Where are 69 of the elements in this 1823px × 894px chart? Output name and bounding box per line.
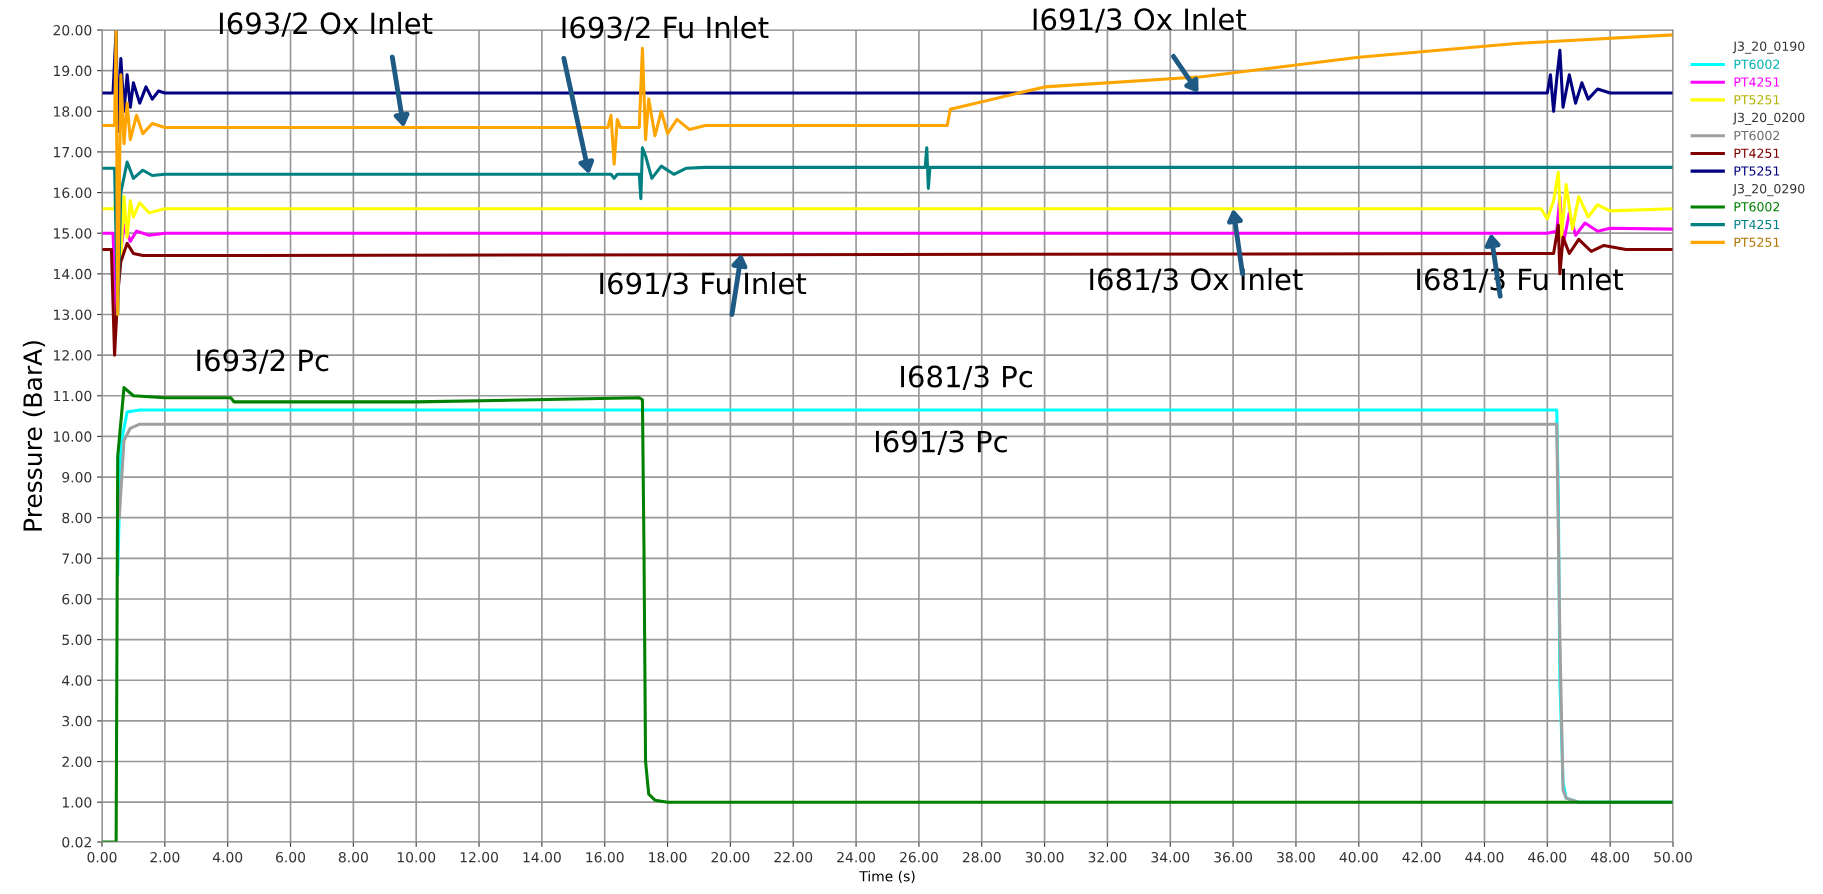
- y-tick-label: 18.00: [54, 106, 92, 117]
- x-tick-label: 50.00: [1654, 851, 1692, 863]
- y-tick-label: 15.00: [54, 228, 92, 239]
- x-tick-label: 18.00: [649, 851, 687, 863]
- annotation: I681/3 Pc: [901, 365, 1033, 390]
- legend-label: PT5251: [1734, 166, 1780, 176]
- x-tick-label: 0.00: [87, 851, 117, 863]
- y-axis-title: Pressure (BarA): [22, 341, 46, 531]
- annotation: I691/3 Ox Inlet: [1033, 7, 1247, 33]
- y-tick-label: 19.00: [54, 65, 92, 77]
- y-tick-label: 7.00: [62, 553, 92, 564]
- y-tick-label: 6.00: [62, 593, 92, 605]
- legend-label: PT4251: [1734, 77, 1780, 87]
- y-tick-label: 16.00: [54, 187, 92, 199]
- annotation: I691/3 Fu Inlet: [600, 271, 807, 297]
- y-tick-label: 3.00: [62, 715, 92, 727]
- annotation: I691/3 Pc: [876, 430, 1007, 455]
- y-tick-label: 9.00: [62, 472, 92, 483]
- legend-label: PT4251: [1734, 148, 1780, 158]
- y-tick-label: 0.02: [62, 836, 91, 848]
- legend-label: PT6002: [1734, 202, 1780, 212]
- y-tick-label: 11.00: [54, 390, 92, 402]
- x-tick-label: 36.00: [1214, 851, 1253, 863]
- x-tick-label: 22.00: [774, 851, 813, 863]
- text: J3_20_0200: [1732, 112, 1805, 125]
- legend-label: PT5251: [1734, 237, 1780, 247]
- legend-label: PT4251: [1734, 219, 1780, 230]
- x-tick-label: 30.00: [1025, 851, 1064, 863]
- y-tick-label: 13.00: [54, 309, 92, 320]
- x-tick-label: 34.00: [1151, 851, 1190, 863]
- y-tick-label: 8.00: [62, 512, 92, 524]
- x-tick-label: 20.00: [711, 851, 750, 863]
- y-tick-label: 14.00: [54, 268, 92, 280]
- x-axis-title: Time (s): [859, 870, 915, 884]
- x-tick-label: 12.00: [460, 851, 498, 863]
- annotation: I693/2 Pc: [197, 349, 329, 374]
- x-tick-label: 16.00: [586, 851, 624, 863]
- y-tick-label: 5.00: [62, 634, 92, 646]
- legend-label: PT5251: [1734, 94, 1780, 105]
- x-tick-label: 14.00: [523, 851, 561, 863]
- x-tick-label: 46.00: [1528, 851, 1567, 863]
- y-tick-label: 4.00: [62, 675, 92, 686]
- x-tick-label: 28.00: [962, 851, 1001, 863]
- y-tick-label: 17.00: [54, 146, 92, 158]
- y-tick-label: 10.00: [54, 431, 92, 442]
- x-tick-label: 38.00: [1277, 851, 1315, 863]
- y-tick-label: 1.00: [62, 797, 92, 808]
- x-tick-label: 48.00: [1590, 851, 1630, 863]
- legend-label: PT6002: [1734, 130, 1780, 141]
- annotation: I681/3 Ox Inlet: [1090, 267, 1303, 293]
- x-tick-label: 4.00: [212, 851, 243, 863]
- text: J3_20_0290: [1732, 183, 1805, 197]
- x-tick-label: 10.00: [397, 851, 436, 863]
- x-tick-label: 42.00: [1402, 851, 1441, 863]
- text: J3_20_0190: [1732, 41, 1805, 54]
- y-tick-label: 12.00: [54, 350, 92, 361]
- legend-label: PT6002: [1734, 59, 1780, 69]
- x-tick-label: 8.00: [338, 851, 368, 863]
- x-tick-label: 6.00: [276, 851, 306, 863]
- x-tick-label: 44.00: [1465, 851, 1504, 863]
- x-tick-label: 24.00: [837, 851, 876, 863]
- y-tick-label: 20.00: [53, 24, 92, 36]
- x-tick-label: 26.00: [900, 851, 938, 863]
- x-tick-label: 40.00: [1339, 851, 1378, 863]
- annotation: I693/2 Fu Inlet: [562, 15, 769, 41]
- annotation: I693/2 Ox Inlet: [219, 11, 433, 37]
- y-tick-label: 2.00: [62, 756, 92, 768]
- x-tick-label: 32.00: [1088, 851, 1127, 863]
- x-tick-label: 2.00: [150, 851, 180, 863]
